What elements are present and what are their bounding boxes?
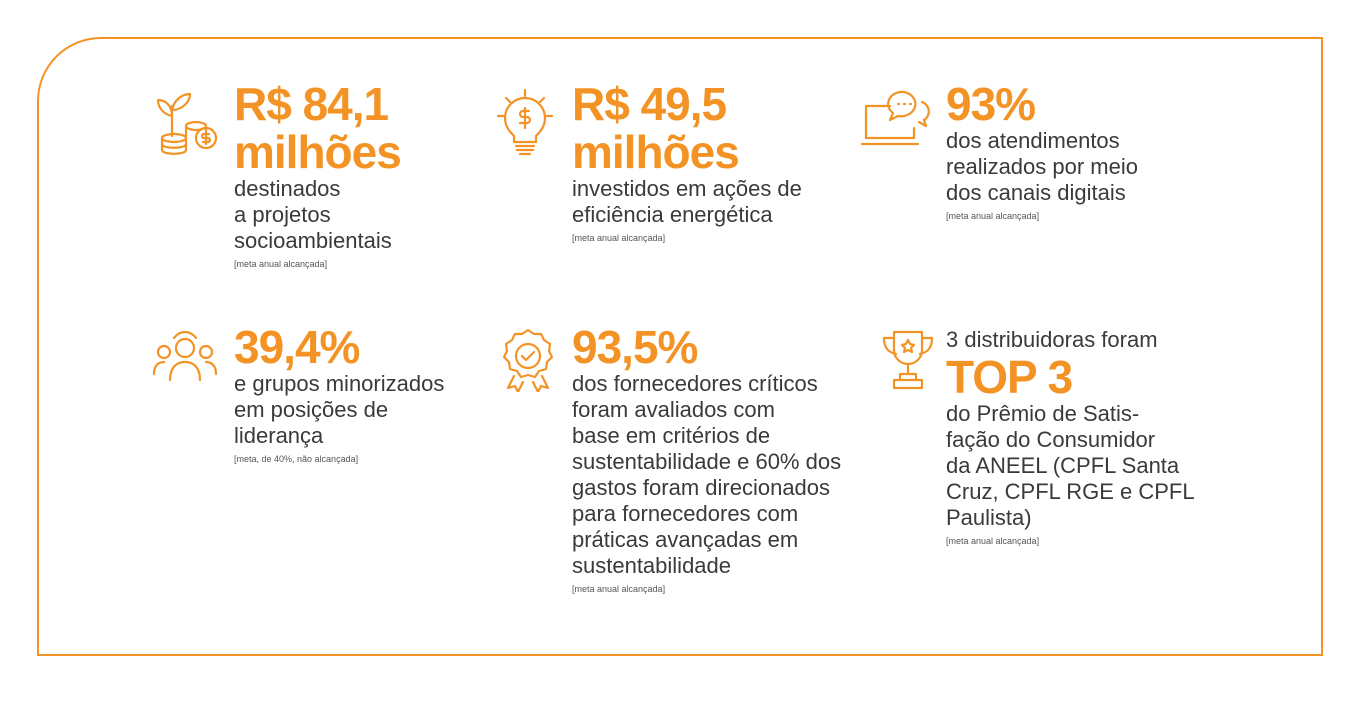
- description-line: sustentabilidade e 60% dos: [572, 449, 842, 474]
- headline: 93%: [946, 78, 1036, 130]
- frame: [37, 37, 1323, 656]
- description-line: base em critérios de: [572, 423, 771, 448]
- intro-text: 3 distribuidoras foram: [946, 327, 1158, 352]
- description-line: socioambientais: [234, 228, 392, 253]
- description-line: a projetos: [234, 202, 331, 227]
- highlight-item: 39,4% e grupos minorizados em posições de l…: [234, 323, 444, 465]
- goal-note: [meta anual alcançada]: [946, 536, 1040, 546]
- description-line: fação do Consumidor: [946, 427, 1156, 452]
- trophy-icon: [882, 330, 934, 390]
- description-line: e grupos minorizados: [234, 371, 445, 396]
- description-line: do Prêmio de Satis-: [946, 401, 1140, 426]
- description-line: eficiência energética: [572, 202, 773, 227]
- description-line: para fornecedores com: [572, 501, 799, 526]
- headline: R$ 49,5: [572, 78, 727, 130]
- chat-laptop-icon: [860, 90, 930, 146]
- highlight-item: R$ 84,1 milhões destinados a projetos socioa…: [234, 78, 402, 270]
- description-line: Cruz, CPFL RGE e CPFL: [946, 479, 1195, 504]
- description-line: realizados por meio: [946, 154, 1138, 179]
- description-line: dos canais digitais: [946, 180, 1126, 205]
- description-line: investidos em ações de: [572, 176, 802, 201]
- description-line: foram avaliados com: [572, 397, 775, 422]
- goal-note: [meta anual alcançada]: [572, 233, 666, 243]
- goal-note: [meta anual alcançada]: [234, 259, 328, 269]
- description-line: dos atendimentos: [946, 128, 1120, 153]
- highlight-item: 93,5% dos fornecedores críticos foram aval…: [572, 323, 841, 595]
- headline: R$ 84,1: [234, 78, 389, 130]
- description-line: da ANEEL (CPFL Santa: [946, 453, 1180, 478]
- goal-note: [meta, de 40%, não alcançada]: [234, 454, 359, 464]
- highlight-item: 3 distribuidoras foram TOP 3 do Prêmio de …: [946, 327, 1195, 547]
- description-line: liderança: [234, 423, 324, 448]
- goal-note: [meta anual alcançada]: [572, 584, 666, 594]
- highlight-item: 93% dos atendimentos realizados por meio do…: [946, 80, 1138, 222]
- certificate-icon: [502, 328, 554, 392]
- description-line: Paulista): [946, 505, 1032, 530]
- description-line: dos fornecedores críticos: [572, 371, 818, 396]
- highlight-item: R$ 49,5 milhões investidos em ações de efic…: [572, 80, 802, 244]
- goal-note: [meta anual alcançada]: [946, 211, 1040, 221]
- lightbulb-icon: [496, 88, 554, 156]
- headline: 39,4%: [234, 321, 360, 373]
- headline: 93,5%: [572, 321, 698, 373]
- headline: TOP 3: [946, 351, 1073, 403]
- description-line: práticas avançadas em: [572, 527, 799, 552]
- headline: milhões: [234, 126, 402, 178]
- description-line: gastos foram direcionados: [572, 475, 831, 500]
- plant-coins-icon: [156, 92, 218, 155]
- description-line: em posições de: [234, 397, 389, 422]
- description-line: destinados: [234, 176, 341, 201]
- headline: milhões: [572, 126, 740, 178]
- description-line: sustentabilidade: [572, 553, 732, 578]
- people-icon: [152, 330, 218, 382]
